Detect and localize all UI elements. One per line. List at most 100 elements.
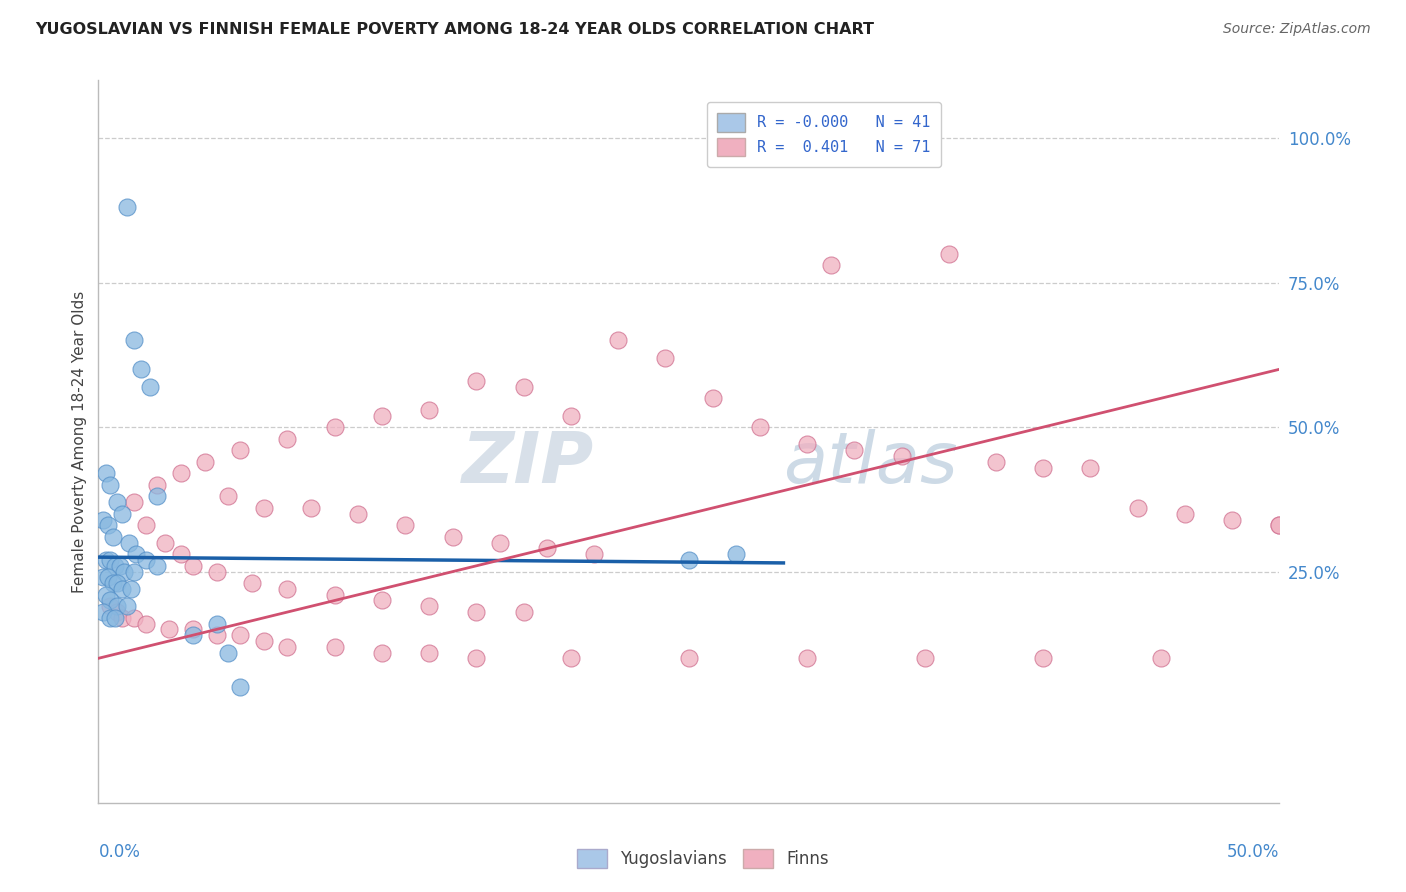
- Point: [1126, 501, 1149, 516]
- Point: [105, 576, 128, 591]
- Point: [122, 334, 145, 348]
- Point: [371, 646, 394, 660]
- Point: [129, 362, 152, 376]
- Point: [512, 605, 534, 619]
- Point: [153, 535, 176, 549]
- Point: [796, 437, 818, 451]
- Point: [146, 490, 169, 504]
- Text: YUGOSLAVIAN VS FINNISH FEMALE POVERTY AMONG 18-24 YEAR OLDS CORRELATION CHART: YUGOSLAVIAN VS FINNISH FEMALE POVERTY AM…: [35, 22, 875, 37]
- Point: [253, 634, 276, 648]
- Point: [194, 455, 217, 469]
- Point: [1080, 460, 1102, 475]
- Point: [118, 535, 141, 549]
- Point: [560, 651, 582, 665]
- Point: [157, 623, 180, 637]
- Point: [205, 628, 228, 642]
- Point: [101, 576, 124, 591]
- Point: [1268, 518, 1291, 533]
- Point: [91, 570, 114, 584]
- Point: [1032, 460, 1054, 475]
- Point: [465, 651, 488, 665]
- Point: [678, 651, 700, 665]
- Point: [796, 651, 818, 665]
- Point: [441, 530, 464, 544]
- Point: [121, 582, 143, 596]
- Point: [702, 391, 724, 405]
- Point: [122, 611, 145, 625]
- Y-axis label: Female Poverty Among 18-24 Year Olds: Female Poverty Among 18-24 Year Olds: [72, 291, 87, 592]
- Point: [394, 518, 416, 533]
- Point: [607, 334, 630, 348]
- Point: [725, 547, 748, 561]
- Point: [654, 351, 676, 365]
- Point: [371, 593, 394, 607]
- Point: [418, 646, 440, 660]
- Point: [536, 541, 558, 556]
- Point: [820, 258, 842, 272]
- Point: [105, 599, 128, 614]
- Point: [914, 651, 936, 665]
- Point: [111, 507, 134, 521]
- Text: 0.0%: 0.0%: [98, 843, 141, 861]
- Point: [678, 553, 700, 567]
- Point: [104, 558, 127, 573]
- Point: [583, 547, 606, 561]
- Point: [170, 467, 193, 481]
- Point: [181, 558, 204, 573]
- Point: [323, 420, 346, 434]
- Text: 50.0%: 50.0%: [1227, 843, 1279, 861]
- Point: [1032, 651, 1054, 665]
- Point: [890, 449, 912, 463]
- Point: [240, 576, 263, 591]
- Point: [146, 558, 169, 573]
- Point: [217, 490, 239, 504]
- Point: [111, 582, 134, 596]
- Point: [135, 616, 157, 631]
- Point: [139, 379, 162, 393]
- Point: [98, 478, 121, 492]
- Point: [125, 547, 148, 561]
- Point: [104, 611, 127, 625]
- Point: [122, 495, 145, 509]
- Legend: R = -0.000   N = 41, R =  0.401   N = 71: R = -0.000 N = 41, R = 0.401 N = 71: [707, 103, 941, 167]
- Text: atlas: atlas: [783, 429, 957, 498]
- Point: [984, 455, 1007, 469]
- Point: [98, 599, 121, 614]
- Point: [512, 379, 534, 393]
- Point: [115, 599, 138, 614]
- Point: [1268, 518, 1291, 533]
- Point: [91, 512, 114, 526]
- Point: [299, 501, 322, 516]
- Point: [418, 402, 440, 417]
- Point: [205, 565, 228, 579]
- Point: [135, 518, 157, 533]
- Point: [276, 432, 298, 446]
- Point: [323, 640, 346, 654]
- Point: [276, 582, 298, 596]
- Legend: Yugoslavians, Finns: Yugoslavians, Finns: [569, 842, 837, 875]
- Point: [111, 611, 134, 625]
- Point: [181, 628, 204, 642]
- Point: [105, 605, 128, 619]
- Point: [560, 409, 582, 423]
- Point: [115, 201, 138, 215]
- Point: [98, 611, 121, 625]
- Point: [253, 501, 276, 516]
- Text: Source: ZipAtlas.com: Source: ZipAtlas.com: [1223, 22, 1371, 37]
- Point: [105, 495, 128, 509]
- Point: [347, 507, 370, 521]
- Point: [1220, 512, 1243, 526]
- Point: [1150, 651, 1173, 665]
- Point: [101, 530, 124, 544]
- Point: [98, 553, 121, 567]
- Point: [938, 246, 960, 260]
- Point: [844, 443, 866, 458]
- Point: [112, 565, 135, 579]
- Point: [146, 478, 169, 492]
- Point: [465, 374, 488, 388]
- Point: [94, 588, 117, 602]
- Point: [170, 547, 193, 561]
- Point: [748, 420, 770, 434]
- Point: [229, 680, 252, 694]
- Point: [276, 640, 298, 654]
